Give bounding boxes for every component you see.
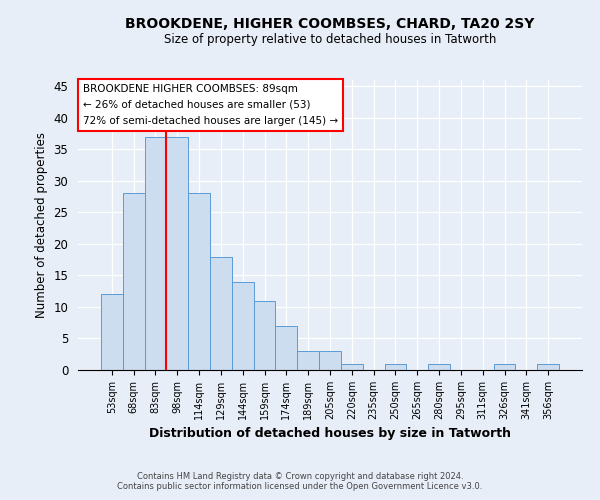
X-axis label: Distribution of detached houses by size in Tatworth: Distribution of detached houses by size … [149,428,511,440]
Bar [319,351,341,370]
Bar [101,294,123,370]
Text: Contains HM Land Registry data © Crown copyright and database right 2024.: Contains HM Land Registry data © Crown c… [137,472,463,481]
Text: Size of property relative to detached houses in Tatworth: Size of property relative to detached ho… [164,32,496,46]
Text: Contains public sector information licensed under the Open Government Licence v3: Contains public sector information licen… [118,482,482,491]
Bar [188,194,210,370]
Y-axis label: Number of detached properties: Number of detached properties [35,132,48,318]
Bar [123,194,145,370]
Bar [494,364,515,370]
Bar [537,364,559,370]
Bar [145,136,166,370]
Bar [275,326,297,370]
Text: BROOKDENE, HIGHER COOMBSES, CHARD, TA20 2SY: BROOKDENE, HIGHER COOMBSES, CHARD, TA20 … [125,18,535,32]
Bar [385,364,406,370]
Bar [428,364,450,370]
Text: BROOKDENE HIGHER COOMBSES: 89sqm
← 26% of detached houses are smaller (53)
72% o: BROOKDENE HIGHER COOMBSES: 89sqm ← 26% o… [83,84,338,126]
Bar [254,300,275,370]
Bar [341,364,363,370]
Bar [166,136,188,370]
Bar [297,351,319,370]
Bar [210,256,232,370]
Bar [232,282,254,370]
